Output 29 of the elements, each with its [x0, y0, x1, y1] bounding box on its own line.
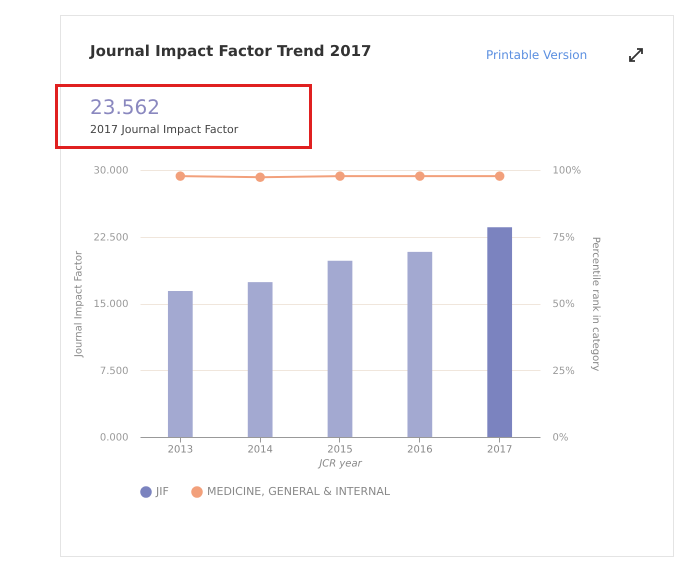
text: Printable Version — [486, 48, 588, 62]
y-tick-label: 7.500 — [100, 366, 128, 377]
y2-tick-label: 75% — [552, 232, 575, 244]
bar — [487, 227, 512, 437]
y2-tick-label: 50% — [552, 299, 575, 310]
x-tick-label: 2017 — [486, 444, 512, 456]
x-tick-label: 2013 — [168, 444, 194, 456]
x-axis-title: JCR year — [317, 458, 363, 470]
text: 23.562 — [90, 95, 160, 119]
y-tick-label: 22.500 — [94, 232, 128, 244]
bar — [248, 282, 273, 437]
y-tick-label: 0.000 — [100, 432, 128, 444]
bar — [168, 291, 193, 437]
y2-axis-title: Percentile rank in category — [590, 236, 602, 372]
y-tick-label: 30.000 — [94, 166, 128, 176]
x-tick-label: 2014 — [247, 444, 273, 456]
bar — [407, 252, 432, 437]
y2-tick-label: 100% — [552, 166, 582, 176]
chart-title: Journal Impact Factor Trend 2017 — [90, 42, 372, 60]
y2-tick-label: 0% — [552, 432, 568, 444]
legend-label: MEDICINE, GENERAL & INTERNAL — [207, 485, 391, 498]
bar — [328, 260, 352, 437]
y-axis-title: Journal Impact Factor — [74, 250, 85, 358]
x-tick-label: 2015 — [327, 444, 353, 456]
x-tick-label: 2016 — [407, 444, 433, 456]
legend-label: JIF — [155, 485, 169, 498]
y2-tick-label: 25% — [552, 366, 575, 377]
text: 2017 Journal Impact Factor — [90, 123, 238, 136]
y-tick-label: 15.000 — [94, 299, 128, 310]
